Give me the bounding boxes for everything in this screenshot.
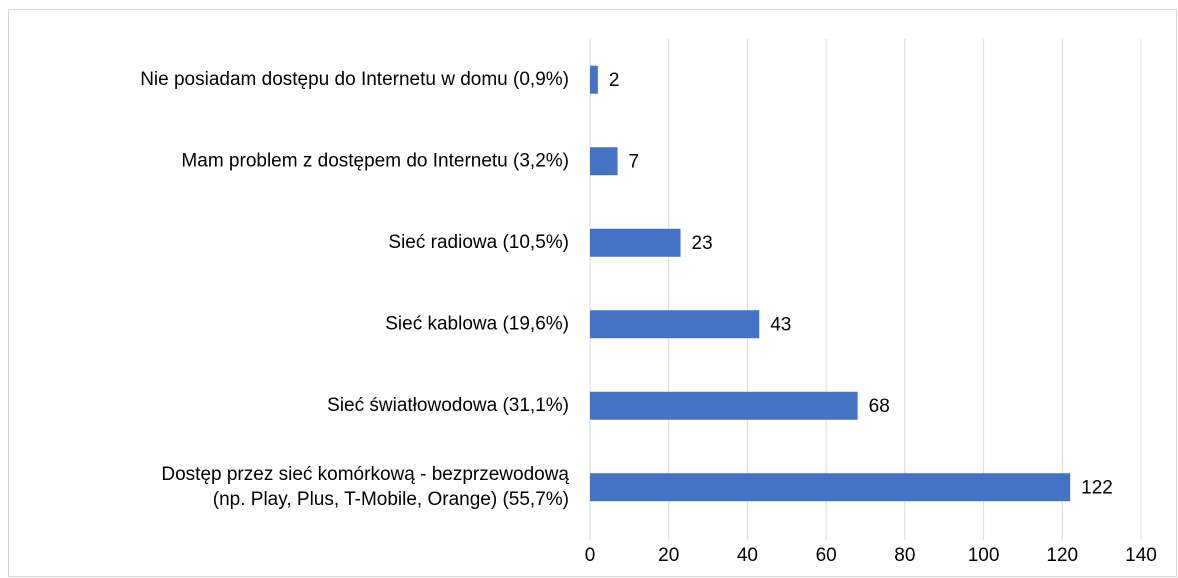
x-tick-label: 60 [816,545,837,566]
x-tick-label: 40 [737,545,758,566]
bar [590,310,760,339]
data-label: 7 [629,151,640,172]
x-tick-label: 0 [585,545,596,566]
bar [590,228,681,257]
data-label: 2 [609,70,620,91]
bar [590,147,618,176]
x-tick-label: 140 [1125,545,1157,566]
bar [590,65,598,94]
bar [590,391,858,420]
data-label: 23 [692,233,713,254]
y-tick-label: Dostęp przez sieć komórkową - bezprzewod… [161,464,569,510]
data-label: 122 [1081,477,1113,498]
x-tick-label: 120 [1046,545,1078,566]
y-tick-label-line: Dostęp przez sieć komórkową - bezprzewod… [161,464,569,485]
chart-border [8,9,1177,577]
y-tick-label: Sieć radiowa (10,5%) [388,232,569,253]
y-tick-label: Sieć światłowodowa (31,1%) [327,395,569,416]
x-tick-label: 20 [658,545,679,566]
y-tick-label: Mam problem z dostępem do Internetu (3,2… [181,150,569,171]
bar [590,473,1071,502]
y-tick-label: Sieć kablowa (19,6%) [385,313,569,334]
y-tick-label: Nie posiadam dostępu do Internetu w domu… [140,69,569,90]
data-label: 43 [770,314,791,335]
x-tick-label: 100 [968,545,1000,566]
x-tick-label: 80 [894,545,915,566]
y-tick-label-line: (np. Play, Plus, T-Mobile, Orange) (55,7… [213,489,569,510]
data-label: 68 [869,396,890,417]
